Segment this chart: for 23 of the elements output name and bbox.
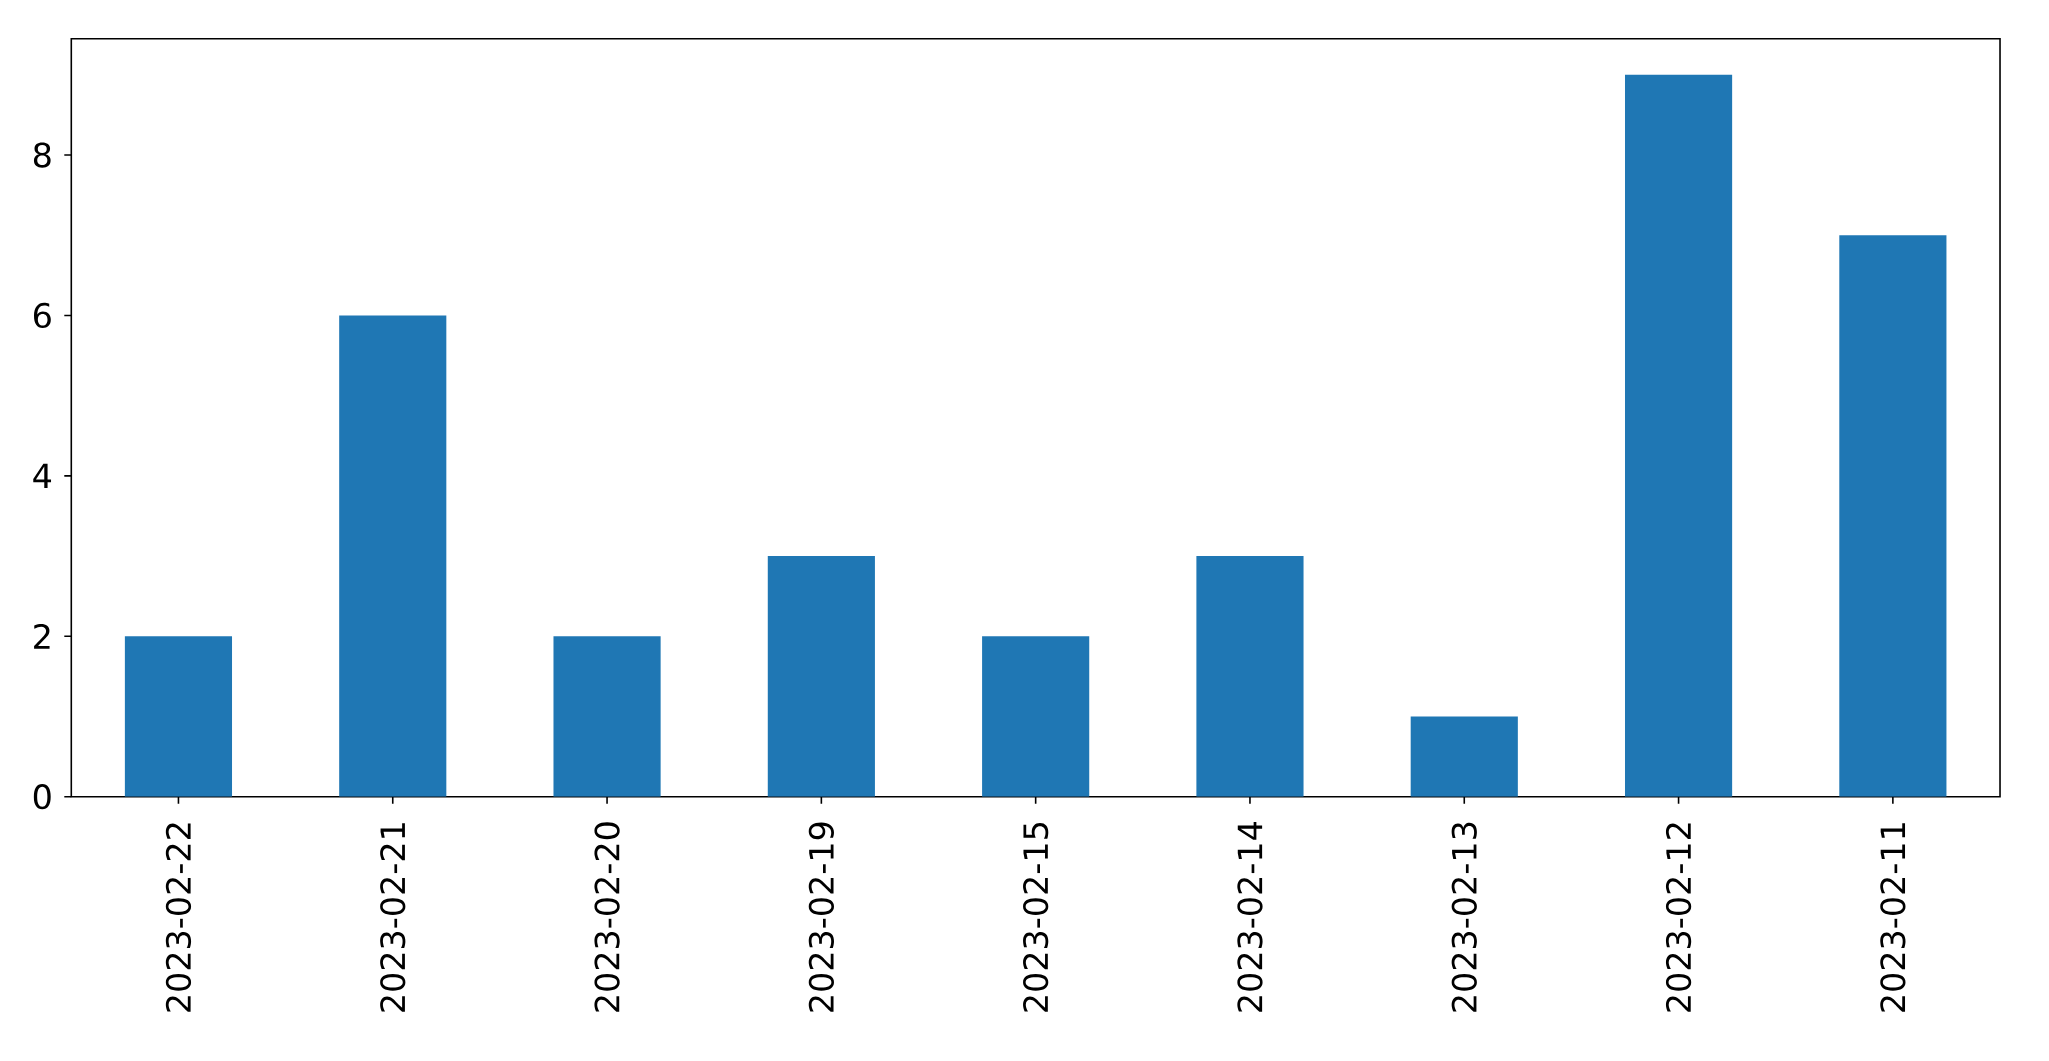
bar (1624, 74, 1733, 797)
y-tick-label: 8 (33, 142, 51, 168)
bar (1196, 556, 1304, 797)
x-tick-label: 2023-02-13 (1451, 822, 1477, 1012)
y-tick-label: 0 (33, 784, 51, 810)
bar (982, 636, 1090, 797)
bar (124, 636, 233, 797)
x-tick-label: 2023-02-15 (1023, 823, 1049, 1012)
y-tick-label: 4 (33, 463, 52, 489)
x-tick-label: 2023-02-14 (1237, 822, 1263, 1012)
y-tick-label: 2 (34, 623, 50, 649)
y-tick-label: 6 (33, 302, 51, 329)
bar (339, 315, 447, 797)
bar (767, 556, 875, 797)
x-tick-label: 2023-02-12 (1665, 823, 1692, 1012)
x-tick-label: 2023-02-11 (1880, 823, 1906, 1012)
x-tick-label: 2023-02-19 (808, 822, 834, 1012)
x-tick-label: 2023-02-22 (165, 823, 192, 1012)
bar (1410, 716, 1518, 797)
bar (1839, 235, 1947, 797)
x-tick-label: 2023-02-20 (594, 822, 620, 1012)
x-tick-label: 2023-02-21 (380, 823, 406, 1012)
bar (553, 636, 661, 797)
